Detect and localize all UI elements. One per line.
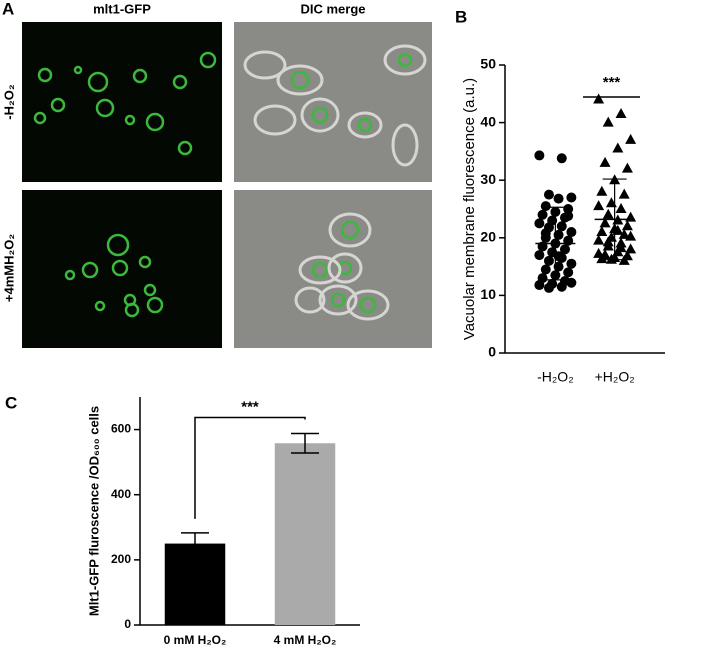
data-point [618, 228, 630, 239]
y-tick-label: 50 [480, 56, 496, 72]
bar [274, 443, 336, 625]
data-point [602, 236, 614, 247]
data-point [596, 253, 608, 264]
data-point [534, 250, 545, 261]
data-point [537, 209, 548, 220]
data-point [534, 280, 545, 291]
significance-bracket [194, 416, 306, 519]
gfp-image-top [22, 22, 222, 182]
data-point [566, 227, 577, 238]
column-title: DIC merge [300, 1, 365, 16]
data-point [625, 133, 637, 144]
data-point [602, 116, 614, 127]
micrographs [22, 22, 432, 348]
data-point [596, 226, 608, 237]
row-label: -H₂O₂ [1, 84, 16, 120]
panel-label: A [2, 0, 14, 18]
data-point [553, 251, 564, 262]
data-point [563, 267, 574, 278]
data-point [596, 185, 608, 196]
data-point [563, 204, 574, 214]
data-point [625, 211, 637, 222]
data-point [599, 217, 611, 228]
data-point [605, 253, 617, 264]
y-tick-label: 600 [111, 422, 131, 436]
data-point [553, 193, 564, 204]
y-tick-label: 20 [480, 229, 496, 245]
data-point [534, 150, 545, 161]
x-tick-label: -H₂O₂ [537, 369, 574, 385]
data-point [625, 230, 637, 241]
panel-label: C [5, 393, 17, 412]
data-point [599, 156, 611, 167]
data-point [621, 220, 633, 231]
data-point [540, 264, 551, 275]
data-point [615, 203, 627, 213]
data-point [612, 142, 624, 153]
dic-image-bottom [234, 190, 432, 348]
data-point [615, 242, 627, 253]
y-axis-label: Vacuolar membrane fluorescence (a.u.) [461, 78, 478, 340]
data-point [540, 228, 551, 239]
x-tick-label: 0 mM H₂O₂ [164, 633, 227, 647]
y-axis-label: Mlt1-GFP fluroscence /OD₆₀₀ cells [86, 406, 101, 616]
panel-label: B [455, 7, 467, 26]
x-tick-label: 4 mM H₂O₂ [274, 633, 337, 647]
data-point [566, 192, 577, 203]
data-point [605, 197, 617, 208]
data-point [534, 218, 545, 229]
x-tick-label: +H₂O₂ [595, 369, 635, 385]
data-point [625, 243, 637, 254]
data-point [615, 107, 627, 118]
data-point [543, 282, 554, 293]
gfp-image-bottom [22, 190, 222, 348]
data-point [593, 247, 605, 258]
data-point [556, 153, 567, 164]
y-tick-label: 200 [111, 552, 131, 566]
data-point [543, 189, 554, 200]
y-tick-label: 0 [488, 344, 496, 360]
y-tick-label: 30 [480, 171, 496, 187]
row-label: +4mMH₂O₂ [1, 234, 16, 302]
data-point [593, 93, 605, 104]
significance-label: *** [241, 398, 259, 415]
column-title: mlt1-GFP [93, 1, 151, 16]
data-point [621, 162, 633, 173]
y-tick-label: 400 [111, 487, 131, 501]
y-tick-label: 0 [124, 617, 131, 631]
gfp-cells [33, 51, 413, 318]
data-point [593, 200, 605, 211]
data-point [543, 255, 554, 266]
data-point [559, 244, 570, 255]
data-point [618, 188, 630, 199]
data-point [593, 234, 605, 245]
y-tick-label: 40 [480, 113, 496, 129]
data-point [602, 208, 614, 219]
data-point [563, 210, 574, 221]
data-point [553, 229, 564, 240]
y-tick-label: 10 [480, 286, 496, 302]
data-point [556, 281, 567, 292]
dic-cells [243, 44, 427, 321]
data-point [540, 201, 551, 212]
data-point [553, 261, 564, 272]
bar [164, 543, 226, 625]
data-point [556, 221, 567, 232]
significance-label: *** [603, 74, 621, 91]
data-point [566, 277, 577, 288]
data-point [566, 258, 577, 269]
